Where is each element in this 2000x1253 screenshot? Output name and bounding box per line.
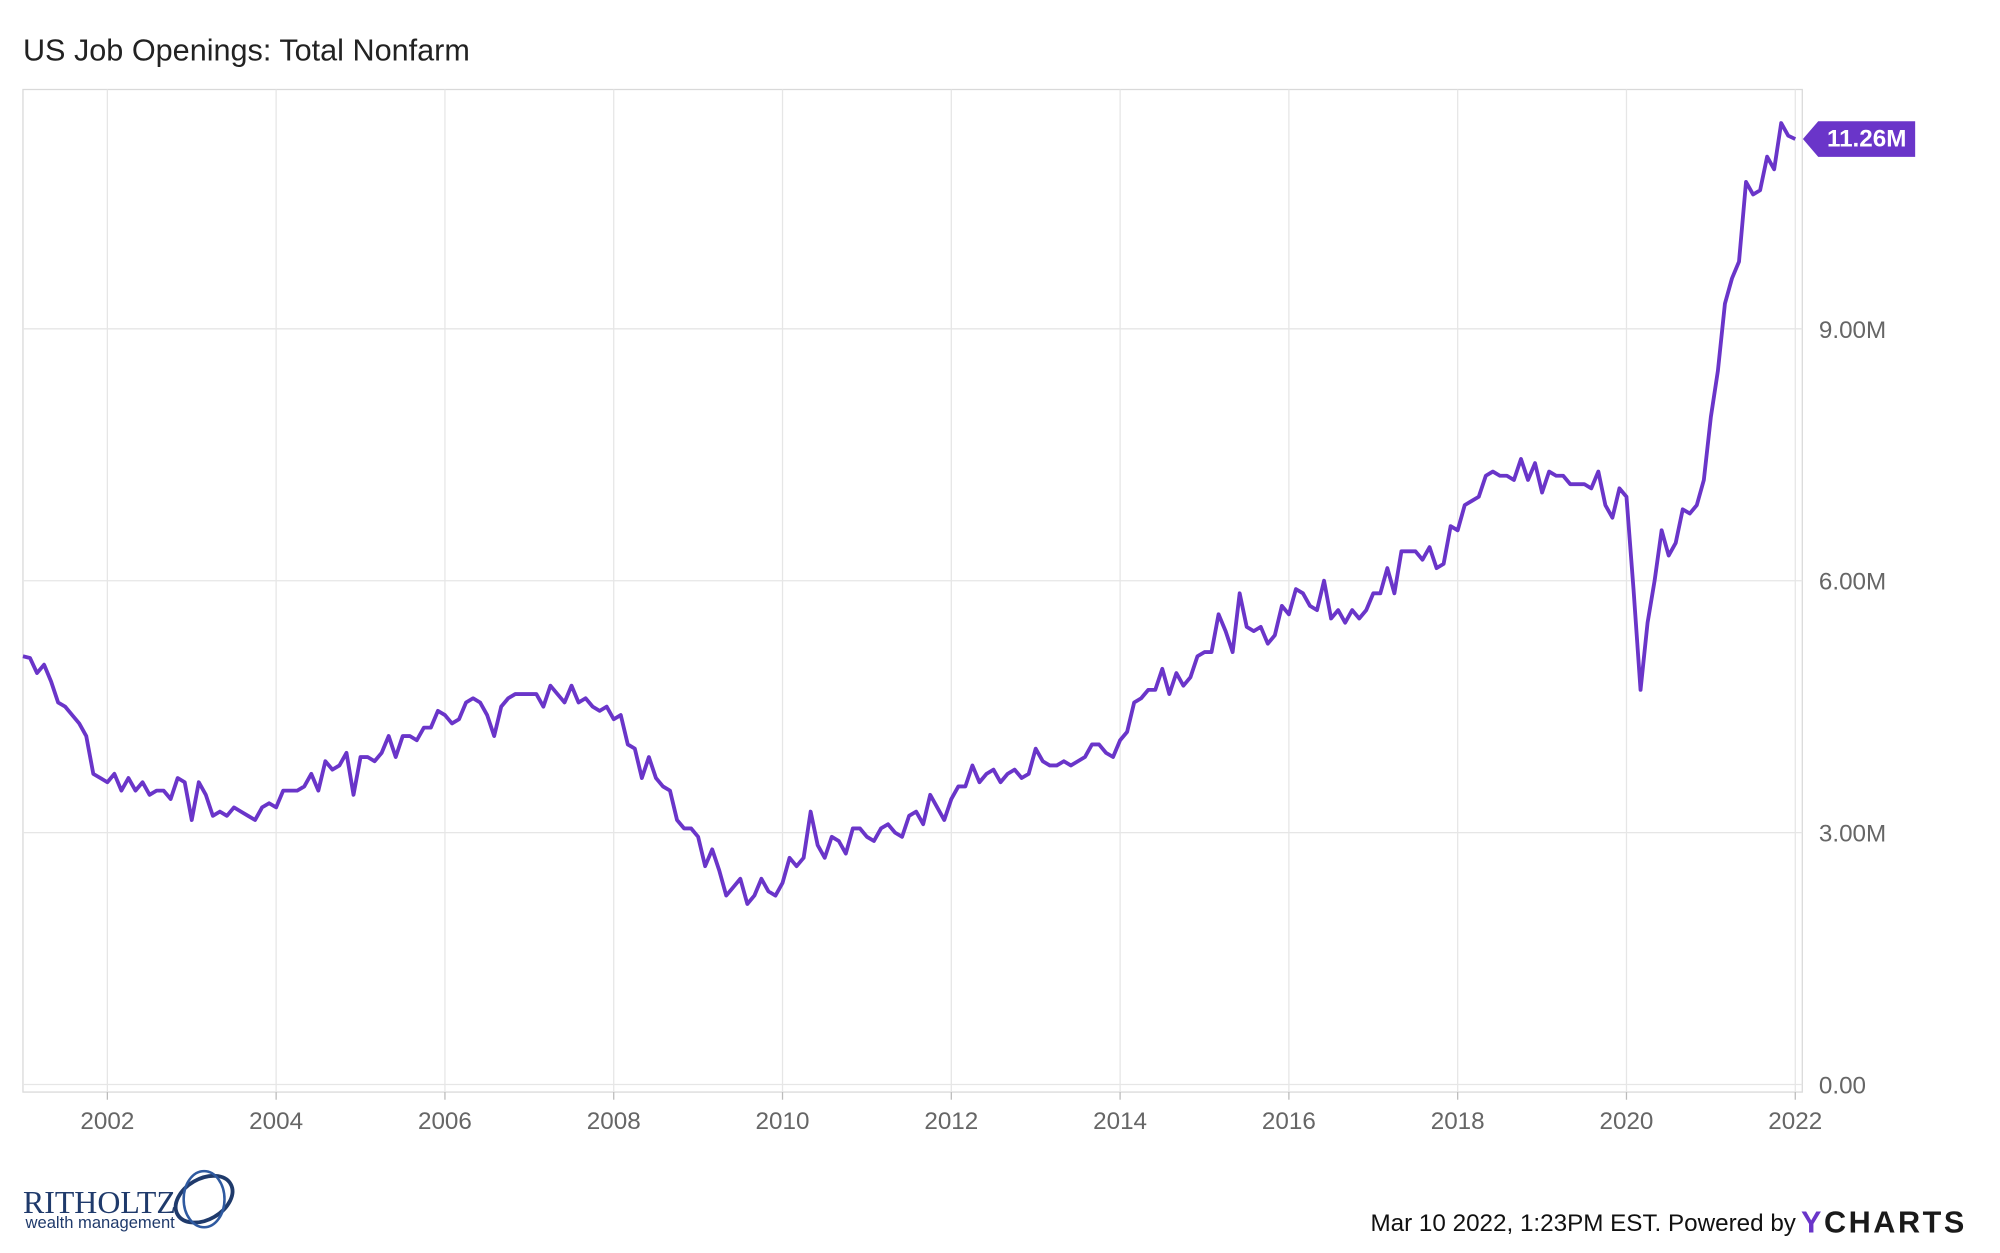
x-tick-label: 2014 [1093,1108,1147,1135]
y-tick-label: 0.00 [1819,1072,1866,1099]
footer: Mar 10 2022, 1:23PM EST. Powered by [1371,1210,1797,1237]
x-tick-label: 2020 [1600,1108,1654,1135]
chart-title: US Job Openings: Total Nonfarm [23,34,470,68]
y-tick-label: 9.00M [1819,317,1886,344]
logo-globe [182,1169,226,1229]
x-tick-label: 2002 [80,1108,134,1135]
x-tick-label: 2010 [756,1108,810,1135]
logo-name: RITHOLTZ [23,1185,176,1220]
logo-ring [173,1173,235,1225]
value-label: 11.26M [1827,126,1906,153]
data-line [22,121,1797,906]
x-tick-label: 2008 [587,1108,641,1135]
value-callout [1802,121,1916,157]
y-tick-label: 6.00M [1819,569,1886,596]
x-tick-label: 2016 [1262,1108,1316,1135]
grid [22,88,1803,1100]
x-tick-label: 2018 [1431,1108,1485,1135]
brand: YCHARTS [1801,1206,1967,1240]
plot-area [22,88,1803,1093]
x-tick-label: 2006 [418,1108,472,1135]
x-tick-label: 2022 [1768,1108,1822,1135]
y-tick-label: 3.00M [1819,821,1886,848]
brand-initial: Y [1801,1206,1824,1240]
logo-tagline: wealth management [25,1213,176,1232]
logo: RITHOLTZ wealth management [23,1169,235,1232]
x-tick-label: 2004 [249,1108,303,1135]
x-tick-label: 2012 [924,1108,978,1135]
brand-rest: CHARTS [1824,1206,1967,1240]
